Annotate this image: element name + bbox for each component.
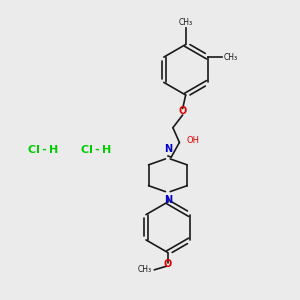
Text: CH₃: CH₃ bbox=[224, 52, 238, 62]
Text: Cl - H: Cl - H bbox=[81, 145, 112, 155]
Text: O: O bbox=[164, 260, 172, 269]
Text: N: N bbox=[164, 195, 172, 205]
Text: O: O bbox=[178, 106, 187, 116]
Text: N: N bbox=[164, 145, 172, 154]
Text: OH: OH bbox=[187, 136, 200, 146]
Text: CH₃: CH₃ bbox=[178, 18, 193, 27]
Text: CH₃: CH₃ bbox=[137, 265, 152, 274]
Text: Cl - H: Cl - H bbox=[28, 145, 58, 155]
